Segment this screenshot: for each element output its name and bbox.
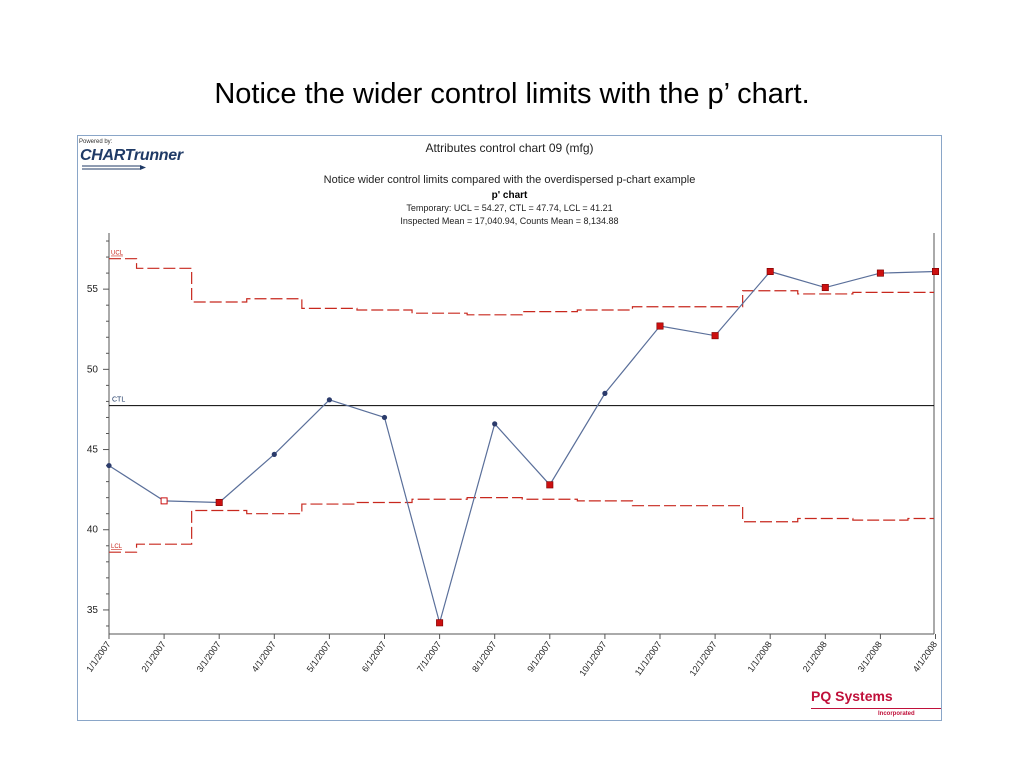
powered-by-label: Powered by: — [79, 139, 113, 145]
data-series-line — [108, 270, 936, 626]
x-tick-label: 9/1/2007 — [525, 639, 553, 673]
x-tick-label: 4/1/2008 — [911, 639, 939, 673]
x-tick-label: 11/1/2007 — [633, 639, 664, 677]
data-point — [602, 390, 608, 396]
pq-systems-logo: PQ Systems — [811, 688, 893, 704]
y-tick-label: 35 — [87, 605, 99, 616]
x-tick-label: 12/1/2007 — [688, 639, 719, 678]
chart-title: Attributes control chart 09 (mfg) — [425, 141, 594, 155]
chartrunner-logo: CHARTrunner — [80, 147, 183, 164]
x-tick-label: 3/1/2008 — [856, 639, 884, 673]
pq-logo-rule — [811, 708, 941, 709]
data-point — [271, 451, 277, 457]
lcl-label: LCL — [111, 544, 123, 550]
y-tick-label: 45 — [87, 445, 99, 456]
lcl-line — [109, 497, 934, 553]
x-tick-label: 6/1/2007 — [360, 639, 388, 673]
chart-frame: Powered by: CHARTrunner Attributes contr… — [77, 135, 942, 721]
data-point — [106, 462, 112, 469]
data-point-signal — [931, 267, 939, 275]
logo-swoosh-icon — [82, 165, 146, 170]
x-tick-label: 2/1/2007 — [139, 639, 167, 673]
y-tick-label: 55 — [87, 284, 99, 295]
chart-name: p' chart — [491, 190, 528, 201]
chart-stats-limits: Temporary: UCL = 54.27, CTL = 47.74, LCL… — [406, 203, 613, 213]
chart-stats-means: Inspected Mean = 17,040.94, Counts Mean … — [400, 216, 619, 226]
data-point-signal — [215, 498, 223, 506]
data-point — [381, 414, 388, 421]
data-point-signal — [876, 269, 884, 277]
y-tick-label: 40 — [87, 525, 99, 536]
x-tick-label: 10/1/2007 — [577, 639, 608, 678]
x-tick-label: 4/1/2007 — [250, 639, 278, 673]
x-tick-label: 1/1/2008 — [746, 639, 774, 673]
data-point-signal — [656, 322, 664, 330]
slide-title: Notice the wider control limits with the… — [214, 78, 810, 110]
x-tick-label: 3/1/2007 — [195, 639, 223, 673]
ucl-label: UCL — [111, 251, 124, 257]
data-point-signal — [160, 497, 168, 505]
control-chart-plot: 35 40 45 50 55 1/1/2007 2/1/2007 3/1/2007 4/1/20… — [84, 233, 939, 678]
x-tick-label: 7/1/2007 — [415, 639, 443, 673]
x-tick-label: 2/1/2008 — [801, 639, 829, 673]
data-point-signal — [546, 481, 554, 489]
data-point — [326, 397, 332, 403]
data-point-signal — [821, 284, 829, 292]
chart-subtitle: Notice wider control limits compared wit… — [323, 174, 696, 186]
pq-systems-sub: Incorporated — [878, 711, 915, 717]
data-point-signal — [766, 267, 774, 275]
center-line-label: CTL — [112, 397, 125, 404]
ucl-line — [109, 258, 934, 316]
x-tick-label: 1/1/2007 — [84, 639, 112, 673]
x-tick-label: 8/1/2007 — [470, 639, 498, 673]
data-point-signal — [436, 619, 444, 627]
data-point-signal — [711, 332, 719, 340]
data-point — [492, 421, 498, 427]
x-tick-label: 5/1/2007 — [305, 639, 333, 673]
y-tick-label: 50 — [87, 364, 99, 375]
